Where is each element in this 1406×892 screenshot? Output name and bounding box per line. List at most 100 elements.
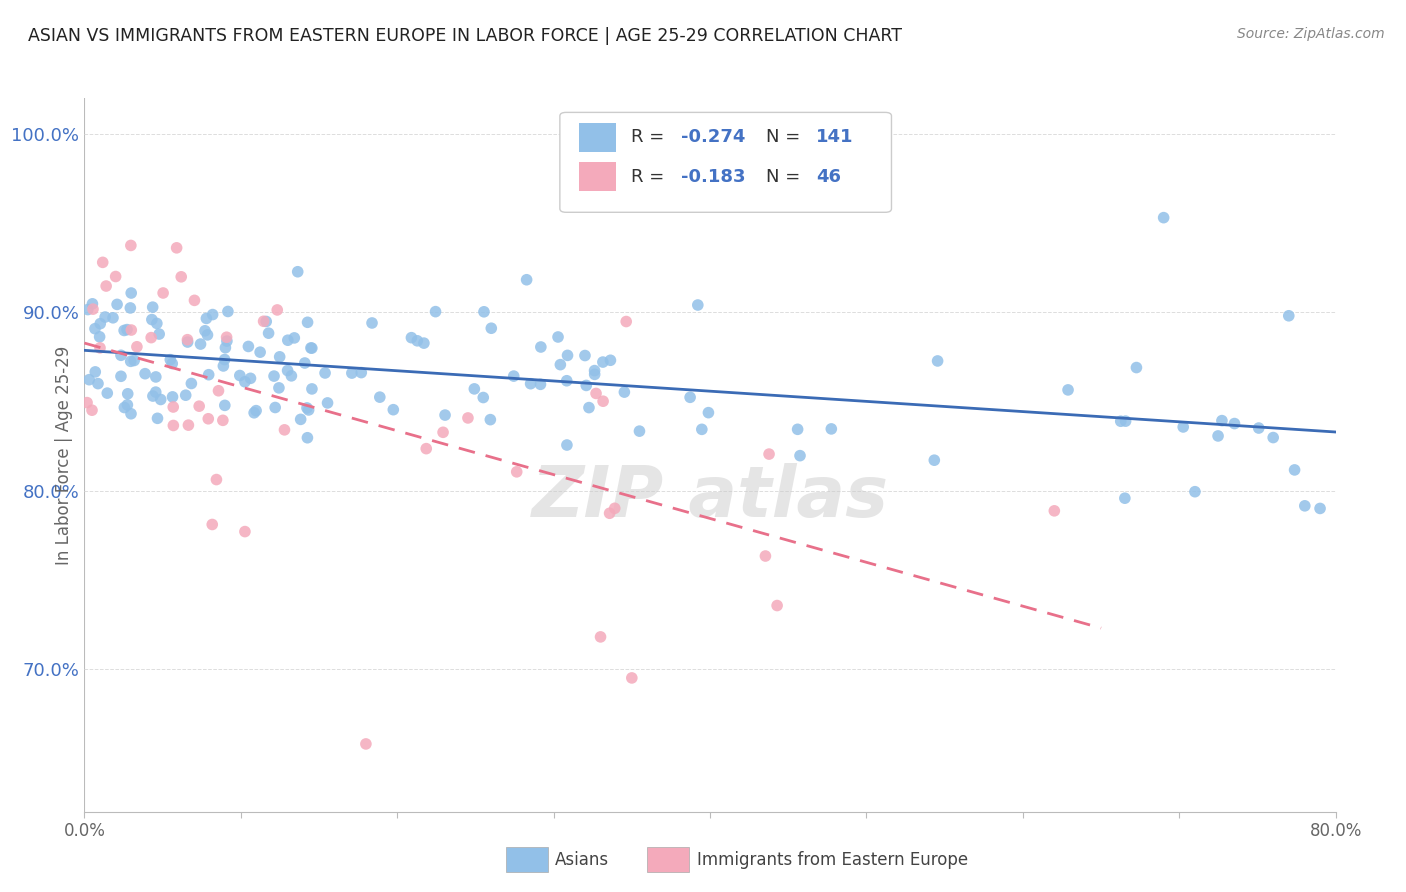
Point bbox=[245, 403, 267, 417]
Y-axis label: In Labor Force | Age 25-29: In Labor Force | Age 25-29 bbox=[55, 345, 73, 565]
Point bbox=[207, 384, 229, 398]
Point bbox=[269, 350, 291, 364]
Point bbox=[180, 376, 202, 391]
Point bbox=[280, 368, 302, 383]
Point bbox=[162, 418, 184, 433]
Point bbox=[152, 285, 174, 300]
Point bbox=[758, 447, 780, 461]
Point bbox=[574, 349, 596, 363]
Point bbox=[557, 348, 579, 362]
Point bbox=[146, 411, 169, 425]
Point bbox=[1109, 414, 1132, 428]
Point bbox=[516, 273, 538, 287]
Point bbox=[547, 330, 569, 344]
Point bbox=[583, 368, 606, 382]
Point bbox=[215, 330, 238, 344]
Point bbox=[599, 506, 621, 520]
Point bbox=[120, 286, 142, 301]
Point bbox=[1263, 431, 1285, 445]
Point bbox=[614, 314, 637, 328]
Text: Immigrants from Eastern Europe: Immigrants from Eastern Europe bbox=[697, 851, 969, 869]
Point bbox=[299, 341, 322, 355]
Point bbox=[82, 297, 104, 311]
Point bbox=[316, 396, 339, 410]
Point bbox=[110, 369, 132, 384]
Point bbox=[519, 376, 541, 391]
Point bbox=[149, 392, 172, 407]
Point bbox=[120, 407, 142, 421]
Point bbox=[177, 418, 200, 433]
Point bbox=[297, 431, 319, 445]
Point bbox=[277, 363, 299, 377]
Point bbox=[145, 370, 167, 384]
Point bbox=[1173, 420, 1195, 434]
Point bbox=[205, 473, 228, 487]
Point bbox=[82, 302, 104, 317]
Point bbox=[120, 301, 142, 315]
Point bbox=[84, 365, 107, 379]
Text: R =: R = bbox=[631, 128, 671, 146]
Point bbox=[233, 375, 256, 389]
Point bbox=[141, 331, 163, 345]
Point bbox=[197, 368, 219, 382]
Point bbox=[214, 398, 236, 412]
Point bbox=[290, 412, 312, 426]
Point bbox=[628, 424, 651, 438]
Point bbox=[120, 238, 142, 252]
Point bbox=[350, 366, 373, 380]
Point bbox=[176, 334, 198, 349]
Point bbox=[91, 255, 114, 269]
Point bbox=[425, 304, 447, 318]
Point bbox=[1057, 383, 1080, 397]
Text: -0.274: -0.274 bbox=[682, 128, 745, 146]
Point bbox=[249, 345, 271, 359]
Point bbox=[195, 311, 218, 326]
Point bbox=[112, 401, 135, 415]
Point bbox=[457, 411, 479, 425]
Point bbox=[585, 386, 607, 401]
Point bbox=[252, 314, 274, 328]
Point bbox=[766, 599, 789, 613]
Point bbox=[212, 359, 235, 373]
Point bbox=[142, 300, 165, 314]
Point bbox=[412, 336, 434, 351]
Point bbox=[382, 402, 405, 417]
Point bbox=[104, 269, 127, 284]
Point bbox=[1278, 309, 1301, 323]
Point bbox=[479, 412, 502, 426]
Point bbox=[406, 334, 429, 348]
Point bbox=[257, 326, 280, 341]
Point bbox=[215, 334, 238, 348]
Point bbox=[301, 382, 323, 396]
Point bbox=[314, 366, 336, 380]
Point bbox=[340, 366, 363, 380]
Point bbox=[550, 358, 572, 372]
Text: -0.183: -0.183 bbox=[682, 168, 745, 186]
Point bbox=[238, 339, 260, 353]
Point bbox=[117, 398, 139, 412]
Point bbox=[96, 386, 118, 401]
Point bbox=[690, 422, 713, 436]
Point bbox=[201, 308, 224, 322]
Point bbox=[1294, 499, 1316, 513]
Point bbox=[603, 501, 626, 516]
Point bbox=[110, 348, 132, 362]
Point bbox=[463, 382, 485, 396]
Text: 46: 46 bbox=[817, 168, 841, 186]
Point bbox=[125, 340, 148, 354]
Point bbox=[148, 326, 170, 341]
Point bbox=[243, 406, 266, 420]
Point bbox=[264, 401, 287, 415]
Text: 141: 141 bbox=[817, 128, 853, 146]
FancyBboxPatch shape bbox=[560, 112, 891, 212]
Point bbox=[197, 411, 219, 425]
Point bbox=[101, 310, 124, 325]
Point bbox=[578, 401, 600, 415]
Point bbox=[176, 333, 198, 347]
Point bbox=[1309, 501, 1331, 516]
Point bbox=[530, 340, 553, 354]
Point bbox=[529, 377, 551, 392]
Point bbox=[599, 353, 621, 368]
Point bbox=[239, 371, 262, 385]
Point bbox=[555, 438, 578, 452]
